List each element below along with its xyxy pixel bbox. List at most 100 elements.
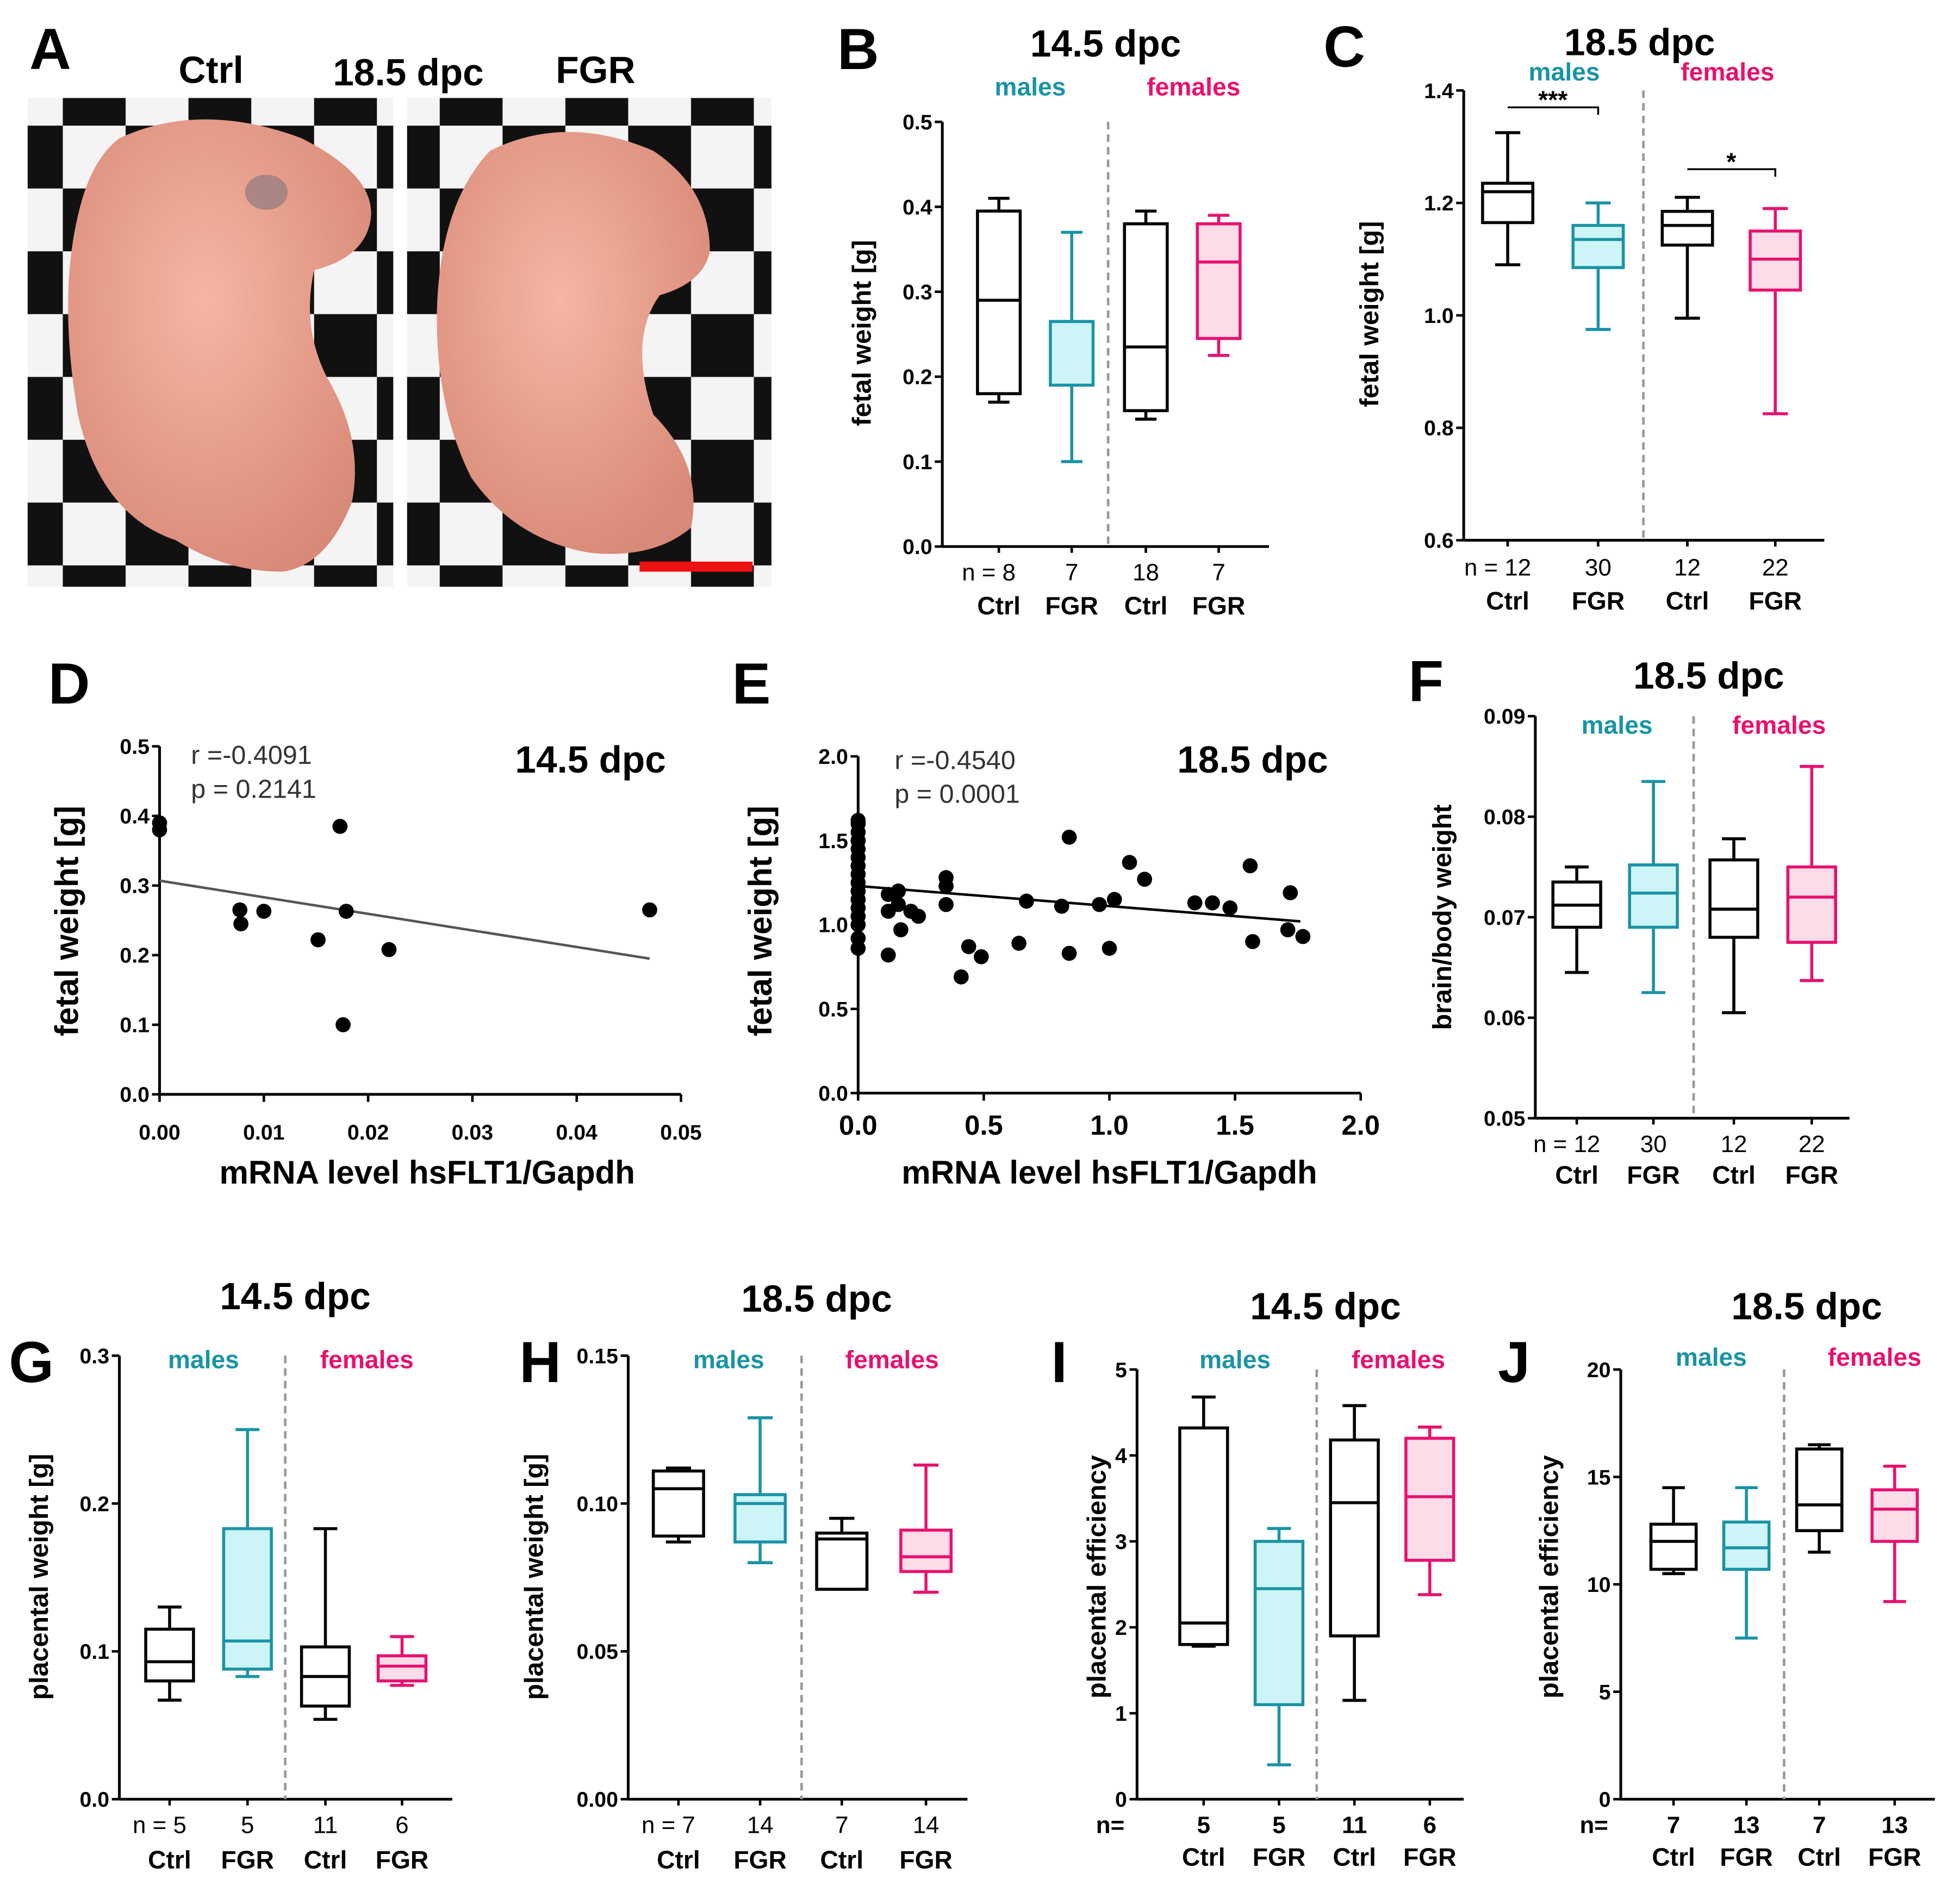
box-female-ctrl: 18 Ctrl bbox=[1123, 209, 1169, 620]
y-tick-label: 0.1 bbox=[903, 450, 932, 474]
y-axis-label: fetal weight [g] bbox=[48, 806, 85, 1036]
y-tick-label: 0.0 bbox=[120, 1083, 150, 1107]
box-male-ctrl: 7 Ctrl bbox=[1649, 1486, 1698, 1871]
group-label: FGR bbox=[1627, 1161, 1680, 1189]
y-tick-label: 0.5 bbox=[120, 735, 150, 759]
box-female-fgr: 7 FGR bbox=[1192, 214, 1245, 620]
panel-g: 0.0 0.1 0.2 0.3 placental weight [g] 14.5 dpc… bbox=[24, 1275, 452, 1874]
x-tick-label: 0.01 bbox=[243, 1121, 284, 1144]
females-label: females bbox=[1681, 58, 1774, 86]
p-value: p = 0.2141 bbox=[191, 774, 316, 804]
group-label: FGR bbox=[733, 1845, 787, 1874]
y-tick-label: 0.1 bbox=[120, 1013, 150, 1037]
panel-letter-b: B bbox=[837, 17, 879, 82]
y-tick-label: 1.0 bbox=[1424, 304, 1454, 328]
iqr-box bbox=[1571, 223, 1625, 269]
group-label: Ctrl bbox=[304, 1845, 347, 1874]
data-point bbox=[1283, 885, 1298, 900]
y-tick-label: 0.4 bbox=[120, 805, 150, 829]
iqr-box bbox=[1196, 222, 1242, 340]
p-value: p = 0.0001 bbox=[894, 780, 1020, 809]
iqr-box bbox=[815, 1532, 869, 1591]
n-label: 6 bbox=[395, 1812, 408, 1839]
box-female-fgr: 14 FGR bbox=[899, 1463, 953, 1874]
fgr-fetus-photo bbox=[407, 98, 771, 587]
iqr-box bbox=[976, 209, 1022, 395]
data-point bbox=[880, 947, 896, 963]
n-label: 18 bbox=[1133, 559, 1159, 586]
y-tick-label: 2 bbox=[1115, 1616, 1127, 1640]
group-label: Ctrl bbox=[1712, 1161, 1756, 1189]
y-tick-label: 0.5 bbox=[903, 110, 932, 134]
y-tick-label: 0.07 bbox=[1484, 906, 1525, 930]
data-point bbox=[256, 904, 272, 919]
significance-bracket bbox=[1687, 168, 1777, 177]
box-male-ctrl: n = 12 Ctrl bbox=[1533, 865, 1602, 1189]
y-tick-label: 0.0 bbox=[818, 1081, 848, 1105]
data-point bbox=[1245, 934, 1260, 949]
females-label: females bbox=[1732, 711, 1826, 739]
chart-title: 14.5 dpc bbox=[515, 738, 665, 781]
regression-line bbox=[858, 885, 1301, 923]
y-axis-label: placental weight [g] bbox=[519, 1454, 549, 1700]
group-label: FGR bbox=[376, 1845, 429, 1874]
data-point bbox=[381, 942, 397, 957]
y-tick-label: 3 bbox=[1115, 1530, 1127, 1554]
panel-c: 0.6 0.8 1.0 1.2 1.4 fetal weight [g] 18.5 dpcm… bbox=[1355, 21, 1825, 615]
iqr-box bbox=[1329, 1438, 1380, 1638]
data-point bbox=[1054, 898, 1069, 914]
y-tick-label: 0.3 bbox=[903, 280, 932, 304]
data-point bbox=[152, 822, 167, 838]
data-point bbox=[1061, 829, 1077, 845]
box-male-fgr: 5 FGR bbox=[221, 1428, 274, 1874]
x-tick-label: 0.05 bbox=[660, 1121, 701, 1144]
group-label: Ctrl bbox=[148, 1845, 191, 1874]
panel-letter-a: A bbox=[29, 17, 71, 82]
group-label: Ctrl bbox=[1652, 1843, 1695, 1871]
n-label: 12 bbox=[1721, 1131, 1747, 1158]
box-female-fgr: 13 FGR bbox=[1868, 1464, 1921, 1871]
data-point bbox=[961, 939, 976, 954]
group-label: Ctrl bbox=[657, 1845, 700, 1874]
chart-title: 14.5 dpc bbox=[1250, 1285, 1401, 1327]
y-tick-label: 0.2 bbox=[120, 944, 150, 968]
y-tick-label: 0.3 bbox=[79, 1344, 109, 1368]
data-point bbox=[1092, 897, 1107, 912]
iqr-box bbox=[733, 1493, 787, 1544]
box-male-fgr: 30 FGR bbox=[1571, 201, 1625, 615]
panel-b: 0.0 0.1 0.2 0.3 0.4 0.5 fetal weight [g] 14.5 d… bbox=[847, 22, 1270, 620]
data-point bbox=[1061, 945, 1077, 961]
box-female-ctrl: 11 Ctrl bbox=[300, 1527, 351, 1874]
n-label: 7 bbox=[1813, 1812, 1826, 1839]
photo-ctrl-label: Ctrl bbox=[179, 49, 244, 91]
n-label: 30 bbox=[1640, 1131, 1667, 1158]
box-male-fgr: 5 FGR bbox=[1253, 1527, 1305, 1871]
box-female-ctrl: 11 Ctrl bbox=[1329, 1404, 1380, 1871]
data-point bbox=[1122, 855, 1137, 870]
panel-a-photo bbox=[27, 98, 771, 587]
n-label: 5 bbox=[241, 1812, 254, 1839]
y-tick-label: 20 bbox=[1587, 1358, 1611, 1382]
chart-title: 18.5 dpc bbox=[1177, 738, 1328, 781]
n-label: n = 5 bbox=[133, 1812, 186, 1839]
y-tick-label: 0.3 bbox=[120, 874, 150, 898]
regression-line bbox=[159, 879, 650, 960]
iqr-box bbox=[1178, 1426, 1229, 1646]
group-label: Ctrl bbox=[1333, 1843, 1376, 1871]
box-male-ctrl: n = 8 Ctrl bbox=[962, 197, 1022, 620]
group-label: Ctrl bbox=[1555, 1161, 1598, 1189]
iqr-box bbox=[222, 1527, 273, 1671]
iqr-box bbox=[1795, 1447, 1844, 1533]
panel-letter-h: H bbox=[519, 1330, 561, 1395]
chart-title: 18.5 dpc bbox=[1731, 1285, 1882, 1327]
n-label: 22 bbox=[1762, 554, 1789, 581]
n-label: 12 bbox=[1674, 554, 1701, 581]
panel-d: 0.0 0.1 0.2 0.3 0.4 0.5 fetal weight [g] 14.5 d… bbox=[48, 735, 701, 1191]
n-label: 22 bbox=[1799, 1131, 1825, 1158]
group-label: Ctrl bbox=[1182, 1843, 1225, 1871]
males-label: males bbox=[693, 1346, 764, 1374]
iqr-box bbox=[1786, 865, 1837, 944]
females-label: females bbox=[1147, 73, 1240, 101]
y-tick-label: 0.05 bbox=[1484, 1107, 1525, 1131]
